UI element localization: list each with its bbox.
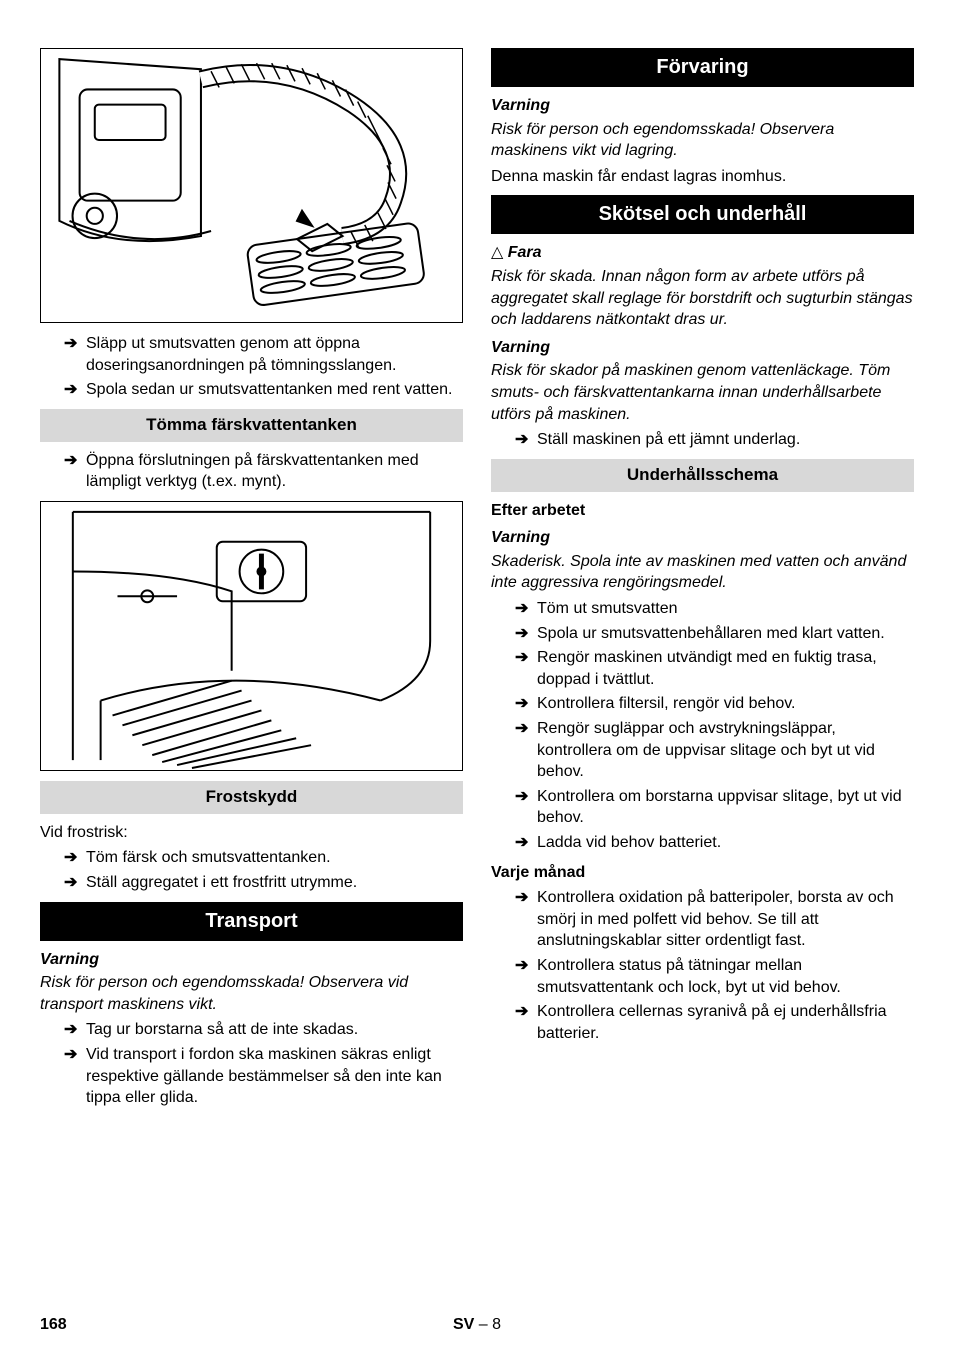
danger-body: Risk för skada. Innan någon form av arbe… bbox=[491, 266, 914, 331]
footer-page: 168 bbox=[40, 1314, 67, 1336]
maint-list: Ställ maskinen på ett jämnt underlag. bbox=[491, 429, 914, 451]
sub-heading-frost: Frostskydd bbox=[40, 781, 463, 814]
monthly-item-2: Kontrollera status på tätningar mellan s… bbox=[515, 955, 914, 998]
drain-item-2: Spola sedan ur smutsvattentanken med ren… bbox=[64, 379, 463, 401]
sub-heading-schedule: Underhållsschema bbox=[491, 459, 914, 492]
frost-list: Töm färsk och smutsvattentanken. Ställ a… bbox=[40, 847, 463, 893]
illustration-cap bbox=[40, 501, 463, 771]
monthly-item-3: Kontrollera cellernas syranivå på ej und… bbox=[515, 1001, 914, 1044]
maint-item-1: Ställ maskinen på ett jämnt underlag. bbox=[515, 429, 914, 451]
page-footer: 168 SV – 8 bbox=[40, 1314, 914, 1336]
after-work-title: Efter arbetet bbox=[491, 500, 914, 522]
monthly-title: Varje månad bbox=[491, 862, 914, 884]
drain-list: Släpp ut smutsvatten genom att öppna dos… bbox=[40, 333, 463, 401]
after-item-1: Töm ut smutsvatten bbox=[515, 598, 914, 620]
after-item-7: Ladda vid behov batteriet. bbox=[515, 832, 914, 854]
illustration-drain bbox=[40, 48, 463, 323]
after-list: Töm ut smutsvatten Spola ur smutsvattenb… bbox=[491, 598, 914, 854]
transport-item-2: Vid transport i fordon ska maskinen säkr… bbox=[64, 1044, 463, 1109]
transport-list: Tag ur borstarna så att de inte skadas. … bbox=[40, 1019, 463, 1108]
transport-warn-body: Risk för person och egendomsskada! Obser… bbox=[40, 972, 463, 1015]
maint-warn-body: Risk för skador på maskinen genom vatten… bbox=[491, 360, 914, 425]
frost-item-1: Töm färsk och smutsvattentanken. bbox=[64, 847, 463, 869]
storage-warn-body: Risk för person och egendomsskada! Obser… bbox=[491, 119, 914, 162]
right-column: Förvaring Varning Risk för person och eg… bbox=[491, 48, 914, 1117]
freshwater-list: Öppna förslutningen på färskvattentanken… bbox=[40, 450, 463, 493]
after-warn-title: Varning bbox=[491, 527, 914, 549]
monthly-list: Kontrollera oxidation på batteripoler, b… bbox=[491, 887, 914, 1044]
transport-warn-title: Varning bbox=[40, 949, 463, 971]
transport-item-1: Tag ur borstarna så att de inte skadas. bbox=[64, 1019, 463, 1041]
maint-warn-title: Varning bbox=[491, 337, 914, 359]
frost-intro: Vid frostrisk: bbox=[40, 822, 463, 844]
footer-lang: SV – 8 bbox=[453, 1314, 501, 1336]
main-heading-storage: Förvaring bbox=[491, 48, 914, 87]
after-item-5: Rengör sugläppar och avstrykningsläppar,… bbox=[515, 718, 914, 783]
left-column: Släpp ut smutsvatten genom att öppna dos… bbox=[40, 48, 463, 1117]
after-item-2: Spola ur smutsvattenbehållaren med klart… bbox=[515, 623, 914, 645]
storage-warn-title: Varning bbox=[491, 95, 914, 117]
after-item-3: Rengör maskinen utvändigt med en fuktig … bbox=[515, 647, 914, 690]
main-heading-maintenance: Skötsel och underhåll bbox=[491, 195, 914, 234]
freshwater-item-1: Öppna förslutningen på färskvattentanken… bbox=[64, 450, 463, 493]
drain-item-1: Släpp ut smutsvatten genom att öppna dos… bbox=[64, 333, 463, 376]
after-item-6: Kontrollera om borstarna uppvisar slitag… bbox=[515, 786, 914, 829]
after-warn-body: Skaderisk. Spola inte av maskinen med va… bbox=[491, 551, 914, 594]
after-item-4: Kontrollera filtersil, rengör vid behov. bbox=[515, 693, 914, 715]
danger-title: Fara bbox=[491, 242, 914, 264]
frost-item-2: Ställ aggregatet i ett frostfritt utrymm… bbox=[64, 872, 463, 894]
monthly-item-1: Kontrollera oxidation på batteripoler, b… bbox=[515, 887, 914, 952]
main-heading-transport: Transport bbox=[40, 902, 463, 941]
sub-heading-freshwater: Tömma färskvattentanken bbox=[40, 409, 463, 442]
storage-after: Denna maskin får endast lagras inomhus. bbox=[491, 166, 914, 188]
